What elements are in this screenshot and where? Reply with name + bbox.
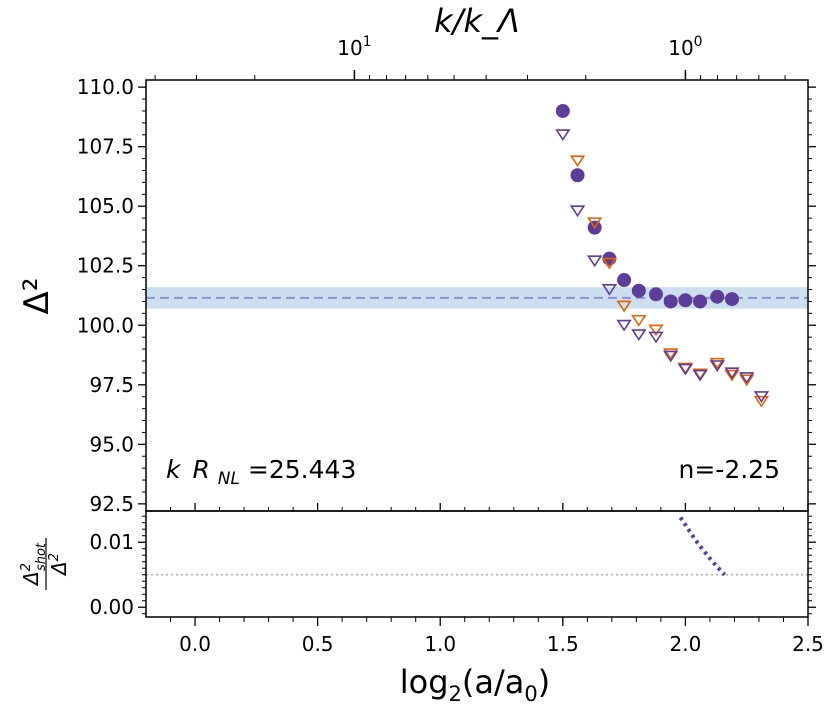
x-tick-label: 2.5 <box>792 632 824 656</box>
data-point-triangle <box>616 300 632 313</box>
y-tick-label: 92.5 <box>89 492 134 516</box>
y-tick-label: 110.0 <box>77 75 134 99</box>
data-point-triangle <box>616 319 632 332</box>
y-tick-label: 107.5 <box>77 135 134 159</box>
data-point-triangle <box>601 257 618 270</box>
data-point-triangle <box>587 217 603 230</box>
data-point-circle <box>631 283 646 298</box>
data-point-circle <box>648 287 663 302</box>
residual-y-tick-label: 0.00 <box>89 595 134 619</box>
data-point-circle <box>693 294 708 309</box>
n-annotation: n=-2.25 <box>679 455 780 484</box>
data-point-circle <box>663 294 678 309</box>
bottom-x-axis-title: log2(a/a0) <box>400 663 551 705</box>
x-tick-label: 1.0 <box>424 632 456 656</box>
kr-annotation: k R NL =25.443 <box>166 455 356 490</box>
residual-curve-0 <box>678 516 727 577</box>
residual-y-axis: 0.00 0.01 <box>89 515 816 619</box>
data-point-triangle <box>739 372 755 384</box>
data-point-triangle <box>648 331 664 344</box>
data-point-triangle <box>555 129 571 141</box>
top-tick-label: 101 <box>337 34 371 60</box>
data-point-triangle <box>753 391 770 403</box>
x-tick-label: 0.0 <box>179 632 211 656</box>
data-point-triangle <box>663 350 679 363</box>
data-point-circle <box>710 289 725 304</box>
data-point-triangle <box>569 205 586 218</box>
data-point-triangle <box>663 348 679 361</box>
residual-series <box>678 516 727 577</box>
bottom-x-axis: 0.0 0.5 1.0 1.5 2.0 2.5 <box>170 617 824 656</box>
main-y-axis: 92.5 95.0 97.5 100.0 102.5 105.0 107.5 110.0 <box>77 75 816 516</box>
residual-y-tick-label: 0.01 <box>89 530 134 554</box>
main-x-ticks <box>170 503 809 511</box>
x-tick-label: 1.5 <box>547 632 579 656</box>
data-point-triangle <box>692 369 708 382</box>
y-tick-label: 97.5 <box>89 373 134 397</box>
data-point-triangle <box>709 357 725 370</box>
data-point-triangle <box>631 329 647 342</box>
data-point-circle <box>678 293 693 308</box>
svg-text:Δ2: Δ2 <box>47 553 71 577</box>
svg-text:Δ2shot: Δ2shot <box>19 542 49 587</box>
y-tick-label: 105.0 <box>77 194 134 218</box>
data-point-triangle <box>601 283 618 296</box>
y-tick-label: 102.5 <box>77 254 134 278</box>
series-0 <box>555 103 739 309</box>
top-tick-label: 100 <box>668 34 702 60</box>
top-axis-title: k/k_Λ <box>434 2 520 40</box>
data-point-triangle <box>724 367 740 380</box>
residual-plot-frame <box>145 510 809 618</box>
data-point-triangle <box>709 360 725 372</box>
main-y-axis-title: Δ² <box>17 278 57 315</box>
top-x-axis: 101 100 <box>154 34 786 80</box>
residual-y-axis-title: Δ2shot Δ2 <box>19 538 71 590</box>
x-tick-label: 2.0 <box>670 632 702 656</box>
y-tick-label: 95.0 <box>89 432 134 456</box>
data-point-triangle <box>569 155 586 168</box>
data-point-triangle <box>724 369 740 382</box>
x-tick-label: 0.5 <box>302 632 334 656</box>
data-point-triangle <box>739 374 755 387</box>
data-point-triangle <box>631 314 647 327</box>
data-point-circle <box>570 168 585 183</box>
data-point-triangle <box>648 324 664 337</box>
main-series <box>555 103 770 408</box>
data-point-circle <box>724 292 739 307</box>
data-point-triangle <box>587 255 603 268</box>
data-point-circle <box>555 103 570 118</box>
series-2 <box>555 129 770 403</box>
data-point-circle <box>617 273 632 288</box>
data-point-triangle <box>753 395 770 408</box>
data-point-triangle <box>677 363 694 376</box>
y-tick-label: 100.0 <box>77 313 134 337</box>
